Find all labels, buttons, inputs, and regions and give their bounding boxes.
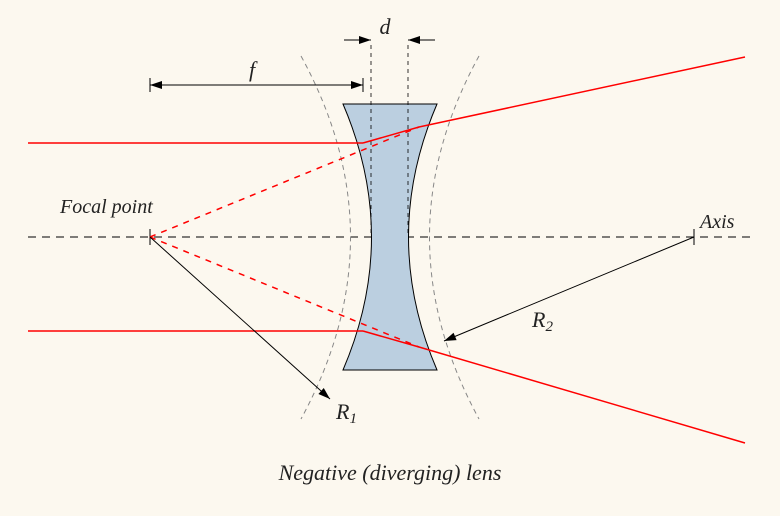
caption: Negative (diverging) lens bbox=[278, 460, 502, 485]
focal-point-label: Focal point bbox=[59, 196, 153, 218]
d-label: d bbox=[380, 14, 392, 39]
axis-label: Axis bbox=[698, 211, 735, 233]
